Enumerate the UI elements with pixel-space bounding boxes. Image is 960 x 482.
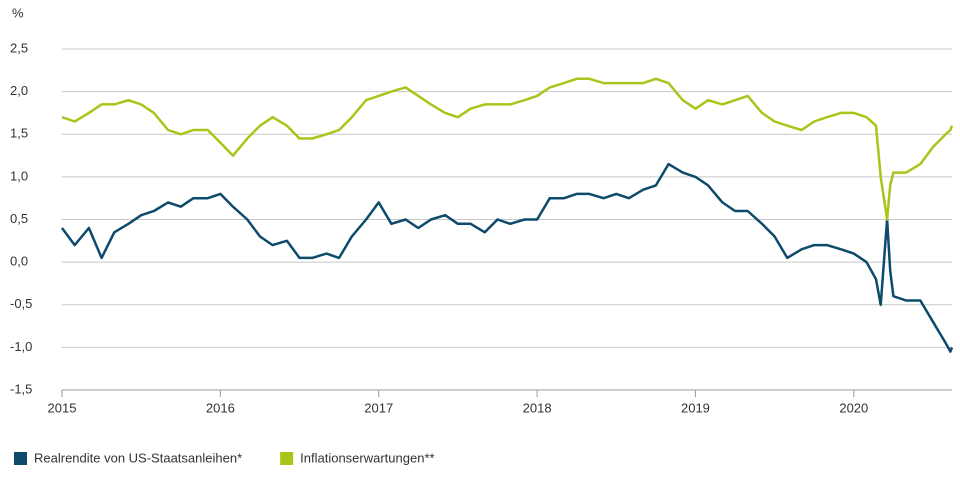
y-tick-label: 1,0 [10,168,28,183]
x-tick-label: 2019 [681,400,710,415]
y-tick-label: -1,5 [10,381,32,396]
x-tick-label: 2015 [48,400,77,415]
y-tick-label: 2,0 [10,83,28,98]
y-tick-label: 1,5 [10,126,28,141]
data-line [61,77,954,221]
y-tick-label: 2,5 [10,40,28,55]
legend-swatch [14,452,27,465]
legend-swatch [280,452,294,465]
x-tick-label: 2016 [206,400,235,415]
y-axis-label: % [12,5,24,20]
y-tick-label: 0,5 [10,211,28,226]
x-tick-label: 2017 [364,400,393,415]
data-line [60,162,954,353]
legend-label: Realrendite von US-Staatsanleihen* [34,450,242,465]
y-tick-label: -1,0 [10,339,32,354]
x-tick-label: 2020 [839,400,868,415]
y-tick-label: -0,5 [10,296,32,311]
y-tick-label: 0,0 [10,254,28,269]
x-tick-label: 2018 [523,400,552,415]
legend-label: Inflationserwartungen** [300,450,434,465]
